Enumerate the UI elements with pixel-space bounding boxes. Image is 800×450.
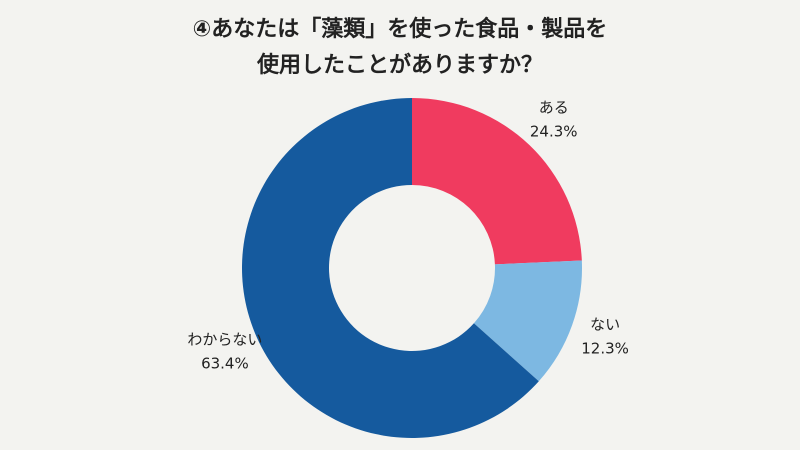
donut-slice	[473, 260, 582, 382]
chart-title: 使用したことがありますか？	[256, 52, 543, 78]
value-label: 12.3%	[581, 339, 629, 357]
slice-label: わからない	[187, 330, 262, 348]
donut-slice	[242, 98, 539, 438]
value-label: 24.3%	[530, 122, 578, 140]
value-label: 63.4%	[201, 354, 249, 372]
donut-slice	[412, 98, 582, 265]
chart-title: ④あなたは「藻類」を使った食品・製品を	[193, 16, 608, 42]
slice-label: ない	[590, 315, 620, 333]
slice-label: ある	[539, 98, 569, 116]
